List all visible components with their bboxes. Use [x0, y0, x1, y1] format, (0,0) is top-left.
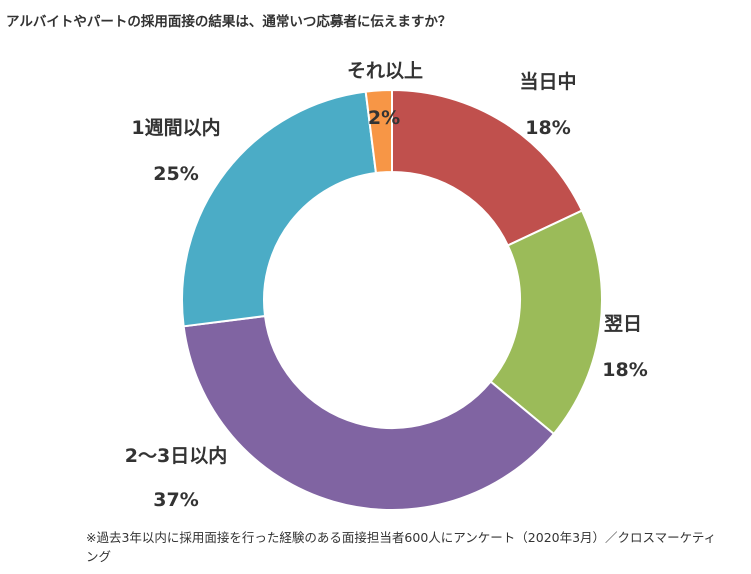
slice-label-within-1-week: 1週間以内: [131, 116, 220, 139]
footnote: ※過去3年以内に採用面接を行った経験のある面接担当者600人にアンケート（202…: [86, 530, 717, 564]
chart-slices: [181, 88, 603, 511]
chart-labels: 当日中 18% 翌日 18% 2〜3日以内 37% 1週間以内 25% それ以上 2%: [125, 60, 648, 511]
slice-label-same-day: 当日中: [519, 70, 576, 93]
slice-label-within-2-3-days: 2〜3日以内: [125, 444, 227, 467]
slice-within-1-week: [181, 90, 378, 328]
slice-label-next-day: 翌日: [604, 313, 642, 335]
slice-value-same-day: 18%: [525, 117, 570, 139]
page-title: アルバイトやパートの採用面接の結果は、通常いつ応募者に伝えますか？: [6, 14, 452, 30]
slice-within-2-3-days: [182, 314, 556, 511]
slice-longer: [364, 88, 393, 175]
slice-same-day: [391, 88, 584, 247]
slice-value-within-1-week: 25%: [153, 163, 198, 185]
slice-value-within-2-3-days: 37%: [153, 489, 198, 511]
slice-value-longer: 2%: [368, 107, 400, 129]
slice-value-next-day: 18%: [602, 359, 647, 381]
slice-label-longer: それ以上: [347, 60, 423, 82]
